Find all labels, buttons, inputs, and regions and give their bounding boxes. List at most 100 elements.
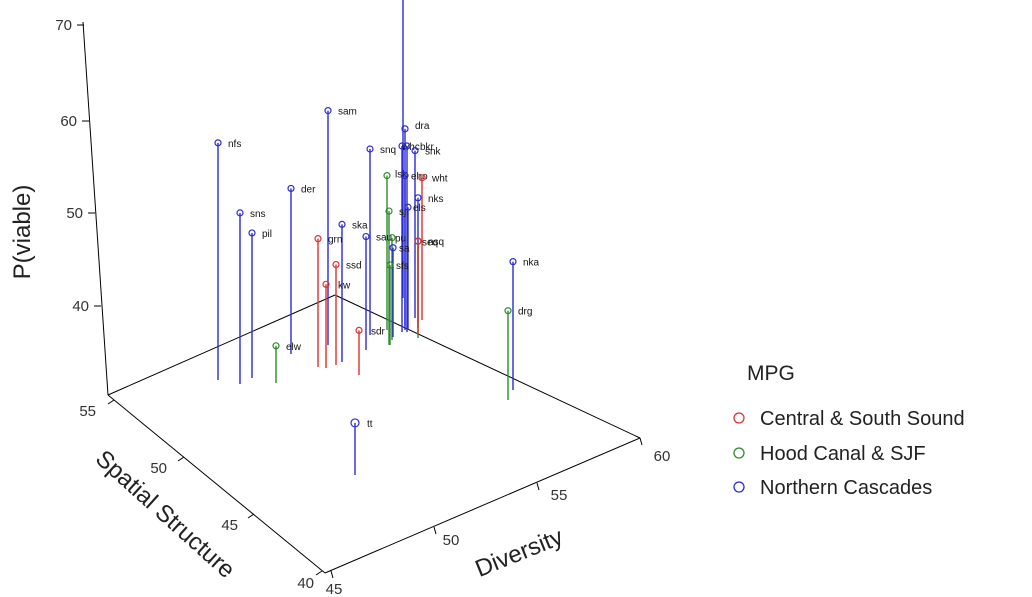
point-sa bbox=[389, 244, 397, 252]
point-label-nfs: nfs bbox=[228, 139, 241, 150]
point-nks bbox=[414, 194, 422, 202]
point-label-dra: dra bbox=[415, 121, 430, 132]
point-label-sam: sam bbox=[338, 107, 357, 118]
legend-label-northern-cascades: Northern Cascades bbox=[760, 477, 932, 499]
point-sjr bbox=[385, 207, 393, 215]
point-kw bbox=[322, 280, 330, 288]
point-dra bbox=[401, 125, 409, 133]
floor-back-right-edge bbox=[334, 294, 641, 439]
y-tick-mark bbox=[177, 456, 185, 462]
diversity-ticks: 45 50 55 60 bbox=[326, 437, 671, 597]
point-label-kw: kw bbox=[338, 280, 351, 291]
x-tick-label: 45 bbox=[326, 581, 343, 597]
point-label-nsq: nsq bbox=[428, 237, 444, 248]
point-label-pu: pu bbox=[395, 234, 406, 245]
point-sns bbox=[236, 209, 244, 217]
point-label-sdr: sdr bbox=[371, 326, 386, 337]
z-axis-title: P(viable) bbox=[9, 185, 36, 280]
point-label-sa: sa bbox=[399, 244, 410, 255]
z-axis-line bbox=[82, 21, 109, 396]
z-axis-ticks: 70 60 50 40 bbox=[55, 17, 101, 315]
point-label-sfs: sfs bbox=[396, 261, 409, 272]
point-nfs bbox=[214, 139, 222, 147]
point-label-snk: snk bbox=[425, 147, 442, 158]
point-sdr bbox=[355, 326, 363, 334]
point-sau bbox=[362, 232, 370, 241]
point-label-grn: grn bbox=[328, 235, 342, 246]
point-label-els: els bbox=[413, 203, 426, 214]
spatial-structure-axis-line bbox=[107, 394, 326, 574]
z-tick-label: 60 bbox=[60, 113, 77, 130]
point-ska bbox=[338, 220, 346, 228]
point-eho bbox=[401, 172, 409, 180]
point-tt bbox=[350, 418, 360, 428]
point-drg bbox=[504, 307, 512, 315]
point-whc bbox=[398, 142, 406, 150]
x-tick-label: 60 bbox=[654, 448, 671, 465]
point-label-tt: tt bbox=[367, 419, 373, 430]
x-tick-mark bbox=[330, 570, 334, 579]
point-label-nka: nka bbox=[523, 258, 540, 269]
axes-frame bbox=[82, 21, 641, 574]
x-tick-mark bbox=[639, 437, 643, 446]
point-label-wht: wht bbox=[431, 174, 448, 185]
point-label-elw: elw bbox=[286, 342, 302, 353]
point-snk bbox=[411, 147, 419, 155]
y-tick-label: 45 bbox=[221, 517, 238, 534]
y-tick-mark bbox=[315, 570, 323, 576]
point-label-pil: pil bbox=[262, 229, 272, 240]
point-label-seq: seq bbox=[422, 237, 438, 248]
x-tick-label: 50 bbox=[443, 532, 460, 549]
point-snq bbox=[366, 145, 374, 153]
z-tick-label: 70 bbox=[55, 17, 72, 34]
point-bkr bbox=[403, 142, 411, 150]
point-nsq bbox=[414, 237, 422, 245]
legend-title: MPG bbox=[747, 362, 795, 385]
point-der bbox=[287, 184, 295, 193]
point-label-sau: sau bbox=[376, 233, 392, 244]
z-tick-label: 50 bbox=[66, 205, 83, 222]
legend-label-hood-canal-sjf: Hood Canal & SJF bbox=[760, 443, 926, 465]
point-label-snq: snq bbox=[380, 145, 396, 156]
legend-marker-central-south-sound bbox=[733, 412, 745, 424]
x-tick-mark bbox=[433, 526, 437, 535]
point-label-nks: nks bbox=[428, 194, 444, 205]
point-pil bbox=[248, 229, 256, 237]
point-grn bbox=[314, 235, 322, 243]
legend: MPG Central & South Sound Hood Canal & S… bbox=[733, 362, 965, 499]
point-wht bbox=[418, 174, 426, 182]
point-lsk bbox=[383, 172, 391, 180]
point-label-drg: drg bbox=[518, 307, 532, 318]
legend-marker-hood-canal-sjf bbox=[733, 447, 745, 459]
legend-label-central-south-sound: Central & South Sound bbox=[760, 408, 965, 430]
point-label-sns: sns bbox=[250, 209, 266, 220]
y-tick-mark bbox=[247, 513, 255, 519]
y-tick-mark bbox=[107, 399, 115, 405]
floor-back-left-edge bbox=[107, 294, 336, 396]
point-nka bbox=[509, 258, 517, 266]
point-sfs bbox=[386, 261, 394, 269]
x-tick-label: 55 bbox=[551, 487, 568, 504]
legend-marker-northern-cascades bbox=[733, 481, 745, 493]
diversity-axis-title: Diversity bbox=[471, 523, 566, 583]
data-points: cnynfssamdrawhcbkrsnqsnssnkderlskehopilw… bbox=[214, 0, 540, 475]
y-tick-label: 50 bbox=[150, 460, 167, 477]
point-label-der: der bbox=[301, 184, 316, 195]
point-els bbox=[404, 203, 412, 211]
point-label-ssd: ssd bbox=[346, 261, 362, 272]
z-tick-label: 40 bbox=[72, 298, 89, 315]
point-label-whc: whc bbox=[401, 142, 420, 153]
point-label-sjr: sjr bbox=[399, 207, 410, 218]
point-sam bbox=[324, 107, 332, 115]
point-elw bbox=[272, 342, 280, 350]
x-tick-mark bbox=[536, 482, 540, 491]
point-label-bkr: bkr bbox=[420, 142, 435, 153]
y-tick-label: 55 bbox=[79, 403, 96, 420]
diversity-axis-line bbox=[324, 437, 641, 574]
y-tick-label: 40 bbox=[297, 575, 314, 592]
point-label-ska: ska bbox=[352, 220, 368, 231]
point-ssd bbox=[332, 260, 340, 269]
point-pu bbox=[388, 234, 396, 242]
spatial-structure-ticks: 55 50 45 40 bbox=[79, 399, 323, 592]
